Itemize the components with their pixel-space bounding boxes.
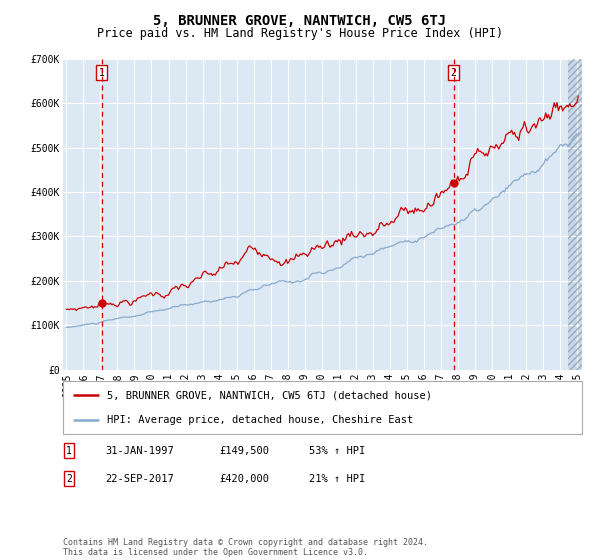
Text: 1: 1 bbox=[99, 68, 105, 78]
Text: 53% ↑ HPI: 53% ↑ HPI bbox=[309, 446, 365, 456]
Text: £149,500: £149,500 bbox=[219, 446, 269, 456]
Text: 21% ↑ HPI: 21% ↑ HPI bbox=[309, 474, 365, 484]
Text: Price paid vs. HM Land Registry's House Price Index (HPI): Price paid vs. HM Land Registry's House … bbox=[97, 27, 503, 40]
Bar bbox=[568, 59, 582, 370]
Text: 1: 1 bbox=[66, 446, 72, 456]
Bar bbox=[568, 59, 582, 370]
Text: 31-JAN-1997: 31-JAN-1997 bbox=[105, 446, 174, 456]
Text: 2: 2 bbox=[66, 474, 72, 484]
Text: 2: 2 bbox=[451, 68, 457, 78]
FancyBboxPatch shape bbox=[63, 381, 582, 434]
Text: HPI: Average price, detached house, Cheshire East: HPI: Average price, detached house, Ches… bbox=[107, 414, 413, 424]
Text: 22-SEP-2017: 22-SEP-2017 bbox=[105, 474, 174, 484]
Text: Contains HM Land Registry data © Crown copyright and database right 2024.
This d: Contains HM Land Registry data © Crown c… bbox=[63, 538, 428, 557]
Text: 5, BRUNNER GROVE, NANTWICH, CW5 6TJ (detached house): 5, BRUNNER GROVE, NANTWICH, CW5 6TJ (det… bbox=[107, 390, 432, 400]
Text: 5, BRUNNER GROVE, NANTWICH, CW5 6TJ: 5, BRUNNER GROVE, NANTWICH, CW5 6TJ bbox=[154, 14, 446, 28]
Text: £420,000: £420,000 bbox=[219, 474, 269, 484]
